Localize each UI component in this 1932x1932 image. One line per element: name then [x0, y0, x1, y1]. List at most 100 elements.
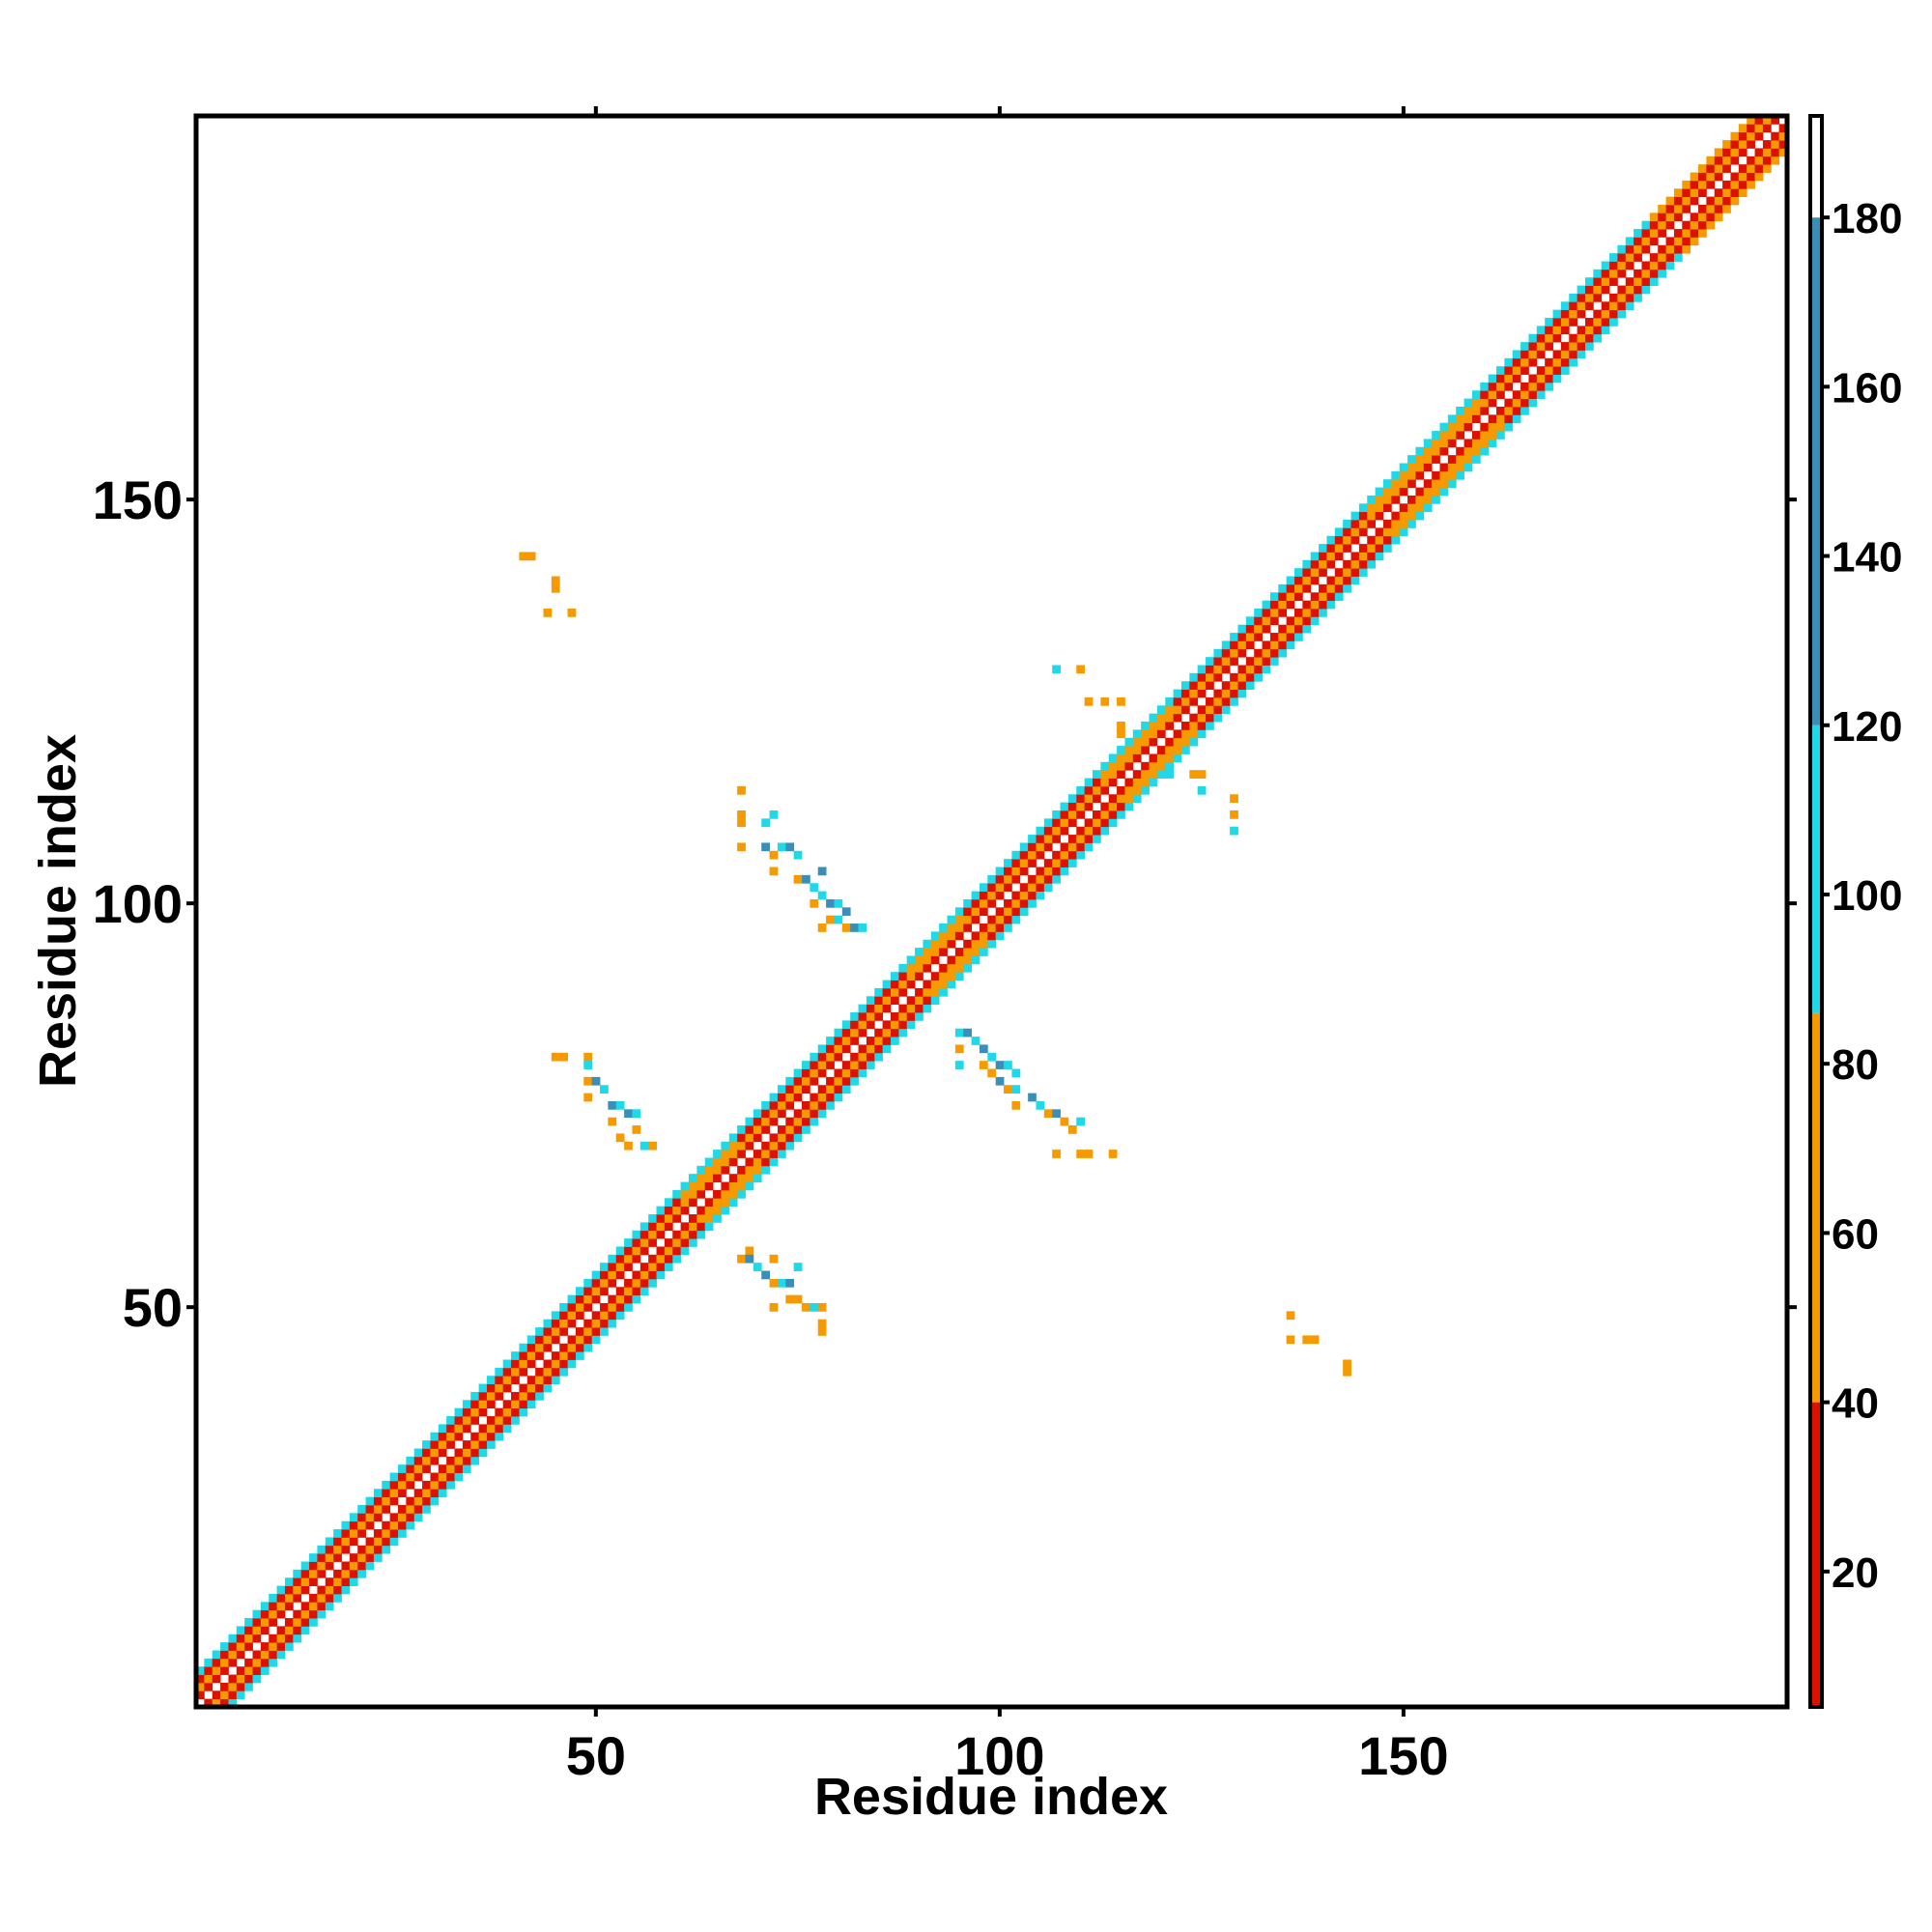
diagonal-cell: [1690, 188, 1699, 197]
diagonal-cell: [591, 1319, 601, 1328]
diagonal-cell: [1254, 624, 1263, 634]
diagonal-cell: [704, 1206, 714, 1215]
diagonal-cell: [1658, 261, 1666, 270]
diagonal-cell: [1060, 867, 1069, 876]
diagonal-cell: [979, 898, 988, 908]
diagonal-cell: [1028, 859, 1037, 867]
diagonal-cell: [1407, 470, 1416, 480]
diagonal-cell: [1569, 293, 1578, 302]
diagonal-cell: [373, 1545, 383, 1554]
diagonal-cell: [300, 1569, 310, 1578]
diagonal-cell: [1528, 374, 1538, 384]
diagonal-cell: [1156, 722, 1166, 730]
diagonal-cell: [963, 948, 972, 956]
diagonal-cell: [890, 1037, 899, 1045]
diagonal-cell: [1382, 495, 1392, 504]
diagonal-cell: [1593, 293, 1603, 302]
diagonal-cell: [1221, 681, 1231, 690]
diagonal-cell: [850, 1020, 859, 1030]
diagonal-cell: [600, 1270, 609, 1280]
diagonal-cell: [1690, 180, 1699, 189]
diagonal-cell: [551, 1351, 560, 1360]
contact-cell: [761, 842, 770, 852]
diagonal-cell: [1076, 810, 1086, 819]
diagonal-cell: [737, 1189, 746, 1199]
diagonal-cell: [502, 1359, 512, 1369]
diagonal-cell: [398, 1472, 407, 1482]
diagonal-cell: [1706, 156, 1716, 165]
diagonal-cell: [1302, 576, 1312, 585]
diagonal-cell: [1149, 713, 1158, 723]
diagonal-cell: [543, 1383, 553, 1393]
diagonal-cell: [672, 1246, 682, 1256]
diagonal-cell: [802, 1100, 810, 1110]
diagonal-cell: [753, 1165, 762, 1175]
colorbar-band: [1810, 217, 1822, 725]
diagonal-cell: [1254, 616, 1263, 626]
contact-cell: [1197, 770, 1207, 779]
diagonal-cell: [260, 1650, 270, 1660]
diagonal-cell: [656, 1206, 666, 1215]
diagonal-cell: [1310, 600, 1320, 610]
diagonal-cell: [1156, 753, 1166, 763]
diagonal-cell: [1504, 414, 1514, 424]
diagonal-cell: [874, 1012, 884, 1021]
diagonal-cell: [1415, 470, 1425, 480]
diagonal-cell: [317, 1561, 327, 1571]
diagonal-cell: [575, 1335, 584, 1345]
diagonal-cell: [882, 1020, 892, 1030]
diagonal-cell: [1577, 293, 1586, 302]
diagonal-cell: [1471, 406, 1481, 415]
diagonal-cell: [915, 987, 923, 997]
diagonal-cell: [1528, 350, 1538, 359]
diagonal-cell: [1343, 527, 1351, 537]
diagonal-cell: [1738, 140, 1747, 149]
diagonal-cell: [971, 948, 980, 956]
diagonal-cell: [1545, 357, 1553, 367]
contact-cell: [1343, 1367, 1351, 1377]
diagonal-cell: [1067, 859, 1077, 867]
diagonal-cell: [841, 1028, 851, 1037]
diagonal-cell: [1319, 568, 1327, 577]
diagonal-cell: [1673, 213, 1683, 222]
diagonal-cell: [1319, 592, 1327, 602]
diagonal-cell: [204, 1658, 213, 1667]
diagonal-cell: [688, 1181, 697, 1191]
diagonal-cell: [1754, 116, 1764, 125]
diagonal-cell: [1350, 535, 1360, 545]
diagonal-cell: [1682, 196, 1691, 206]
diagonal-cell: [300, 1585, 310, 1595]
diagonal-cell: [1294, 633, 1303, 641]
diagonal-cell: [269, 1602, 277, 1611]
diagonal-cell: [898, 1012, 908, 1021]
diagonal-cell: [939, 987, 948, 997]
contact-cell: [769, 1302, 779, 1312]
diagonal-cell: [1658, 204, 1666, 213]
diagonal-cell: [1552, 326, 1562, 335]
diagonal-cell: [680, 1246, 690, 1256]
diagonal-cell: [1197, 665, 1207, 674]
contact-cell: [793, 874, 803, 884]
diagonal-cell: [1117, 810, 1125, 819]
diagonal-cell: [1601, 261, 1610, 270]
diagonal-cell: [979, 883, 988, 892]
diagonal-cell: [1036, 835, 1045, 843]
diagonal-cell: [1278, 600, 1288, 610]
diagonal-cell: [930, 955, 940, 965]
diagonal-cell: [1117, 761, 1125, 771]
contact-cell: [1004, 1061, 1012, 1069]
diagonal-cell: [567, 1335, 577, 1345]
diagonal-cell: [1124, 794, 1134, 804]
diagonal-cell: [866, 1044, 875, 1054]
diagonal-cell: [608, 1270, 617, 1280]
diagonal-cell: [413, 1496, 423, 1506]
diagonal-cell: [1343, 535, 1351, 545]
diagonal-cell: [1043, 826, 1053, 836]
diagonal-cell: [761, 1150, 770, 1158]
diagonal-cell: [430, 1489, 440, 1498]
diagonal-cell: [422, 1504, 431, 1514]
diagonal-cell: [575, 1302, 584, 1312]
diagonal-cell: [1206, 722, 1214, 730]
contact-cell: [777, 1278, 786, 1288]
diagonal-cell: [1189, 722, 1199, 730]
